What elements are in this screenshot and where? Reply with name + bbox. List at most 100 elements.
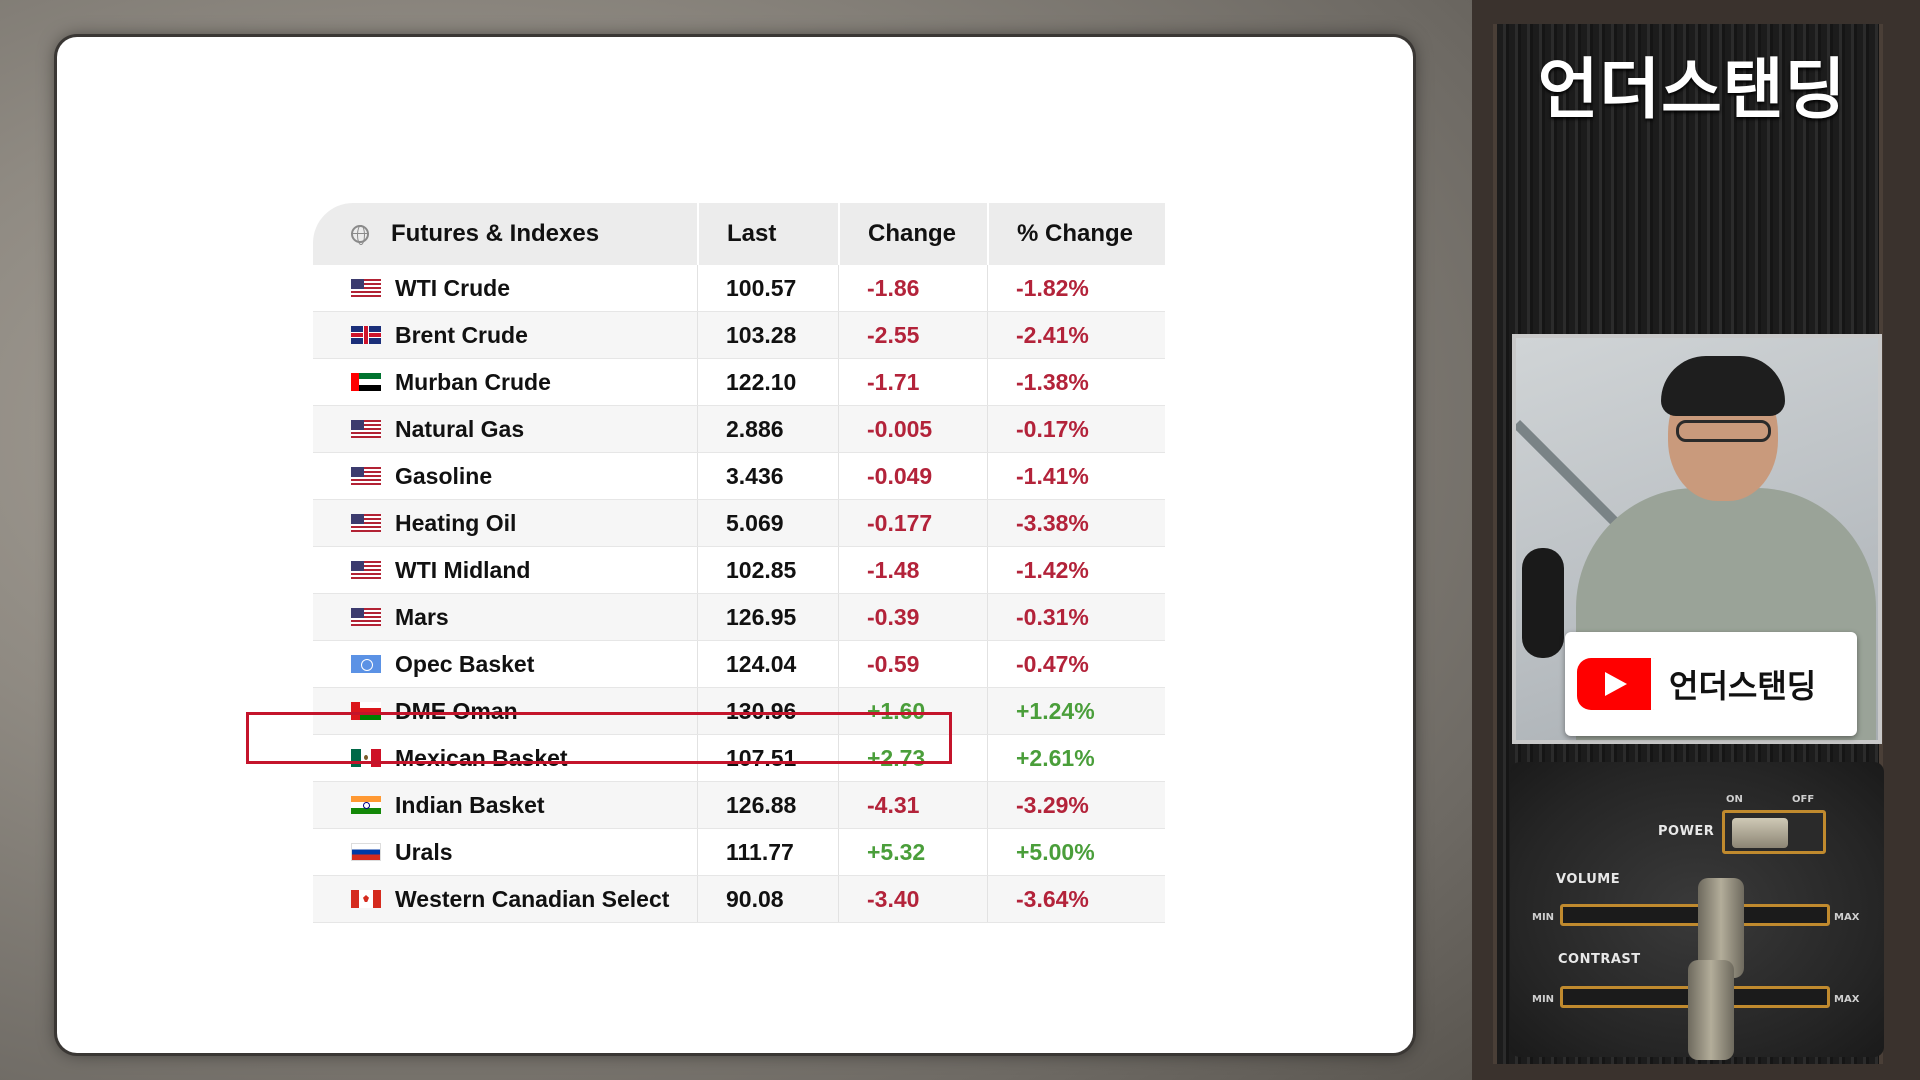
pct-change-value: -0.17% [987,406,1165,452]
change-value: -0.59 [838,641,987,687]
table-row: Heating Oil 5.069 -0.177 -3.38% [313,500,1165,547]
table-header: Futures & Indexes Last Change % Change [313,203,1165,265]
contrast-max-label: MAX [1834,994,1860,1005]
last-value: 124.04 [697,641,838,687]
row-name-cell: Murban Crude [313,359,697,405]
last-value: 126.95 [697,594,838,640]
flag-ru-icon [351,843,381,861]
table-row: Indian Basket 126.88 -4.31 -3.29% [313,782,1165,829]
row-name-cell: Gasoline [313,453,697,499]
contrast-label: CONTRAST [1558,952,1641,967]
pct-change-value: -3.38% [987,500,1165,546]
commodity-name: Brent Crude [395,321,528,348]
flag-ae-icon [351,373,381,391]
last-value: 2.886 [697,406,838,452]
table-row: Murban Crude 122.10 -1.71 -1.38% [313,359,1165,406]
change-value: -1.86 [838,265,987,311]
commodity-name: WTI Midland [395,556,531,583]
commodity-name: Mars [395,603,449,630]
power-off-label: OFF [1792,794,1815,805]
header-last-cell: Last [697,203,838,265]
last-value: 102.85 [697,547,838,593]
table-row: Mars 126.95 -0.39 -0.31% [313,594,1165,641]
webcam-person-hair [1661,356,1785,416]
globe-icon [351,225,369,245]
contrast-slider-knob [1688,960,1734,1060]
volume-slider-track [1560,904,1830,926]
commodity-name: Gasoline [395,462,493,489]
flag-us-icon [351,561,381,579]
commodity-name: Opec Basket [395,650,535,677]
flag-us-icon [351,279,381,297]
change-value: -4.31 [838,782,987,828]
table-row: Gasoline 3.436 -0.049 -1.41% [313,453,1165,500]
header-name-label: Futures & Indexes [391,220,600,247]
volume-min-label: MIN [1532,912,1555,923]
volume-max-label: MAX [1834,912,1860,923]
row-name-cell: Mexican Basket [313,735,697,781]
change-value: +5.32 [838,829,987,875]
commodity-name: Heating Oil [395,509,517,536]
table-row: Opec Basket 124.04 -0.59 -0.47% [313,641,1165,688]
youtube-logo-icon [1577,658,1667,710]
flag-un-icon [351,655,381,673]
futures-table: Futures & Indexes Last Change % Change W… [313,203,1165,923]
flag-gb-icon [351,326,381,344]
power-label: POWER [1658,824,1715,839]
flag-us-icon [351,608,381,626]
last-value: 107.51 [697,735,838,781]
commodity-name: Natural Gas [395,415,525,442]
flag-om-icon [351,702,381,720]
last-value: 126.88 [697,782,838,828]
pct-change-value: -1.38% [987,359,1165,405]
last-value: 90.08 [697,876,838,922]
flag-us-icon [351,420,381,438]
change-value: -0.049 [838,453,987,499]
channel-title: 언더스탠딩 [1537,51,1847,128]
change-value: -2.55 [838,312,987,358]
table-row: DME Oman 130.96 +1.60 +1.24% [313,688,1165,735]
last-value: 122.10 [697,359,838,405]
volume-label: VOLUME [1556,872,1621,887]
pct-change-value: +2.61% [987,735,1165,781]
change-value: -0.177 [838,500,987,546]
table-row: Western Canadian Select 90.08 -3.40 -3.64% [313,876,1165,923]
pct-change-value: -3.64% [987,876,1165,922]
row-name-cell: Western Canadian Select [313,876,697,922]
row-name-cell: DME Oman [313,688,697,734]
change-value: -1.71 [838,359,987,405]
commodity-name: Urals [395,838,453,865]
commodity-name: Murban Crude [395,368,551,395]
change-value: +1.60 [838,688,987,734]
last-value: 3.436 [697,453,838,499]
table-row: Mexican Basket 107.51 +2.73 +2.61% [313,735,1165,782]
table-body: WTI Crude 100.57 -1.86 -1.82% Brent Crude 103… [313,265,1165,923]
flag-mx-icon [351,749,381,767]
contrast-min-label: MIN [1532,994,1555,1005]
row-name-cell: Opec Basket [313,641,697,687]
table-row: WTI Crude 100.57 -1.86 -1.82% [313,265,1165,312]
commodity-name: DME Oman [395,697,518,724]
row-name-cell: WTI Crude [313,265,697,311]
change-value: -3.40 [838,876,987,922]
commodity-name: Mexican Basket [395,744,568,771]
row-name-cell: WTI Midland [313,547,697,593]
commodity-name: WTI Crude [395,274,510,301]
pct-change-value: -1.41% [987,453,1165,499]
power-switch-knob [1732,818,1788,848]
webcam-person-glasses [1676,420,1771,442]
change-value: -1.48 [838,547,987,593]
header-name-cell: Futures & Indexes [313,203,697,265]
pct-change-value: -0.31% [987,594,1165,640]
row-name-cell: Natural Gas [313,406,697,452]
pct-change-value: -0.47% [987,641,1165,687]
pct-change-value: +5.00% [987,829,1165,875]
table-row: Brent Crude 103.28 -2.55 -2.41% [313,312,1165,359]
header-pct-change-cell: % Change [987,203,1165,265]
pct-change-value: +1.24% [987,688,1165,734]
last-value: 130.96 [697,688,838,734]
table-row: Urals 111.77 +5.32 +5.00% [313,829,1165,876]
power-on-label: ON [1726,794,1743,805]
row-name-cell: Urals [313,829,697,875]
pct-change-value: -2.41% [987,312,1165,358]
